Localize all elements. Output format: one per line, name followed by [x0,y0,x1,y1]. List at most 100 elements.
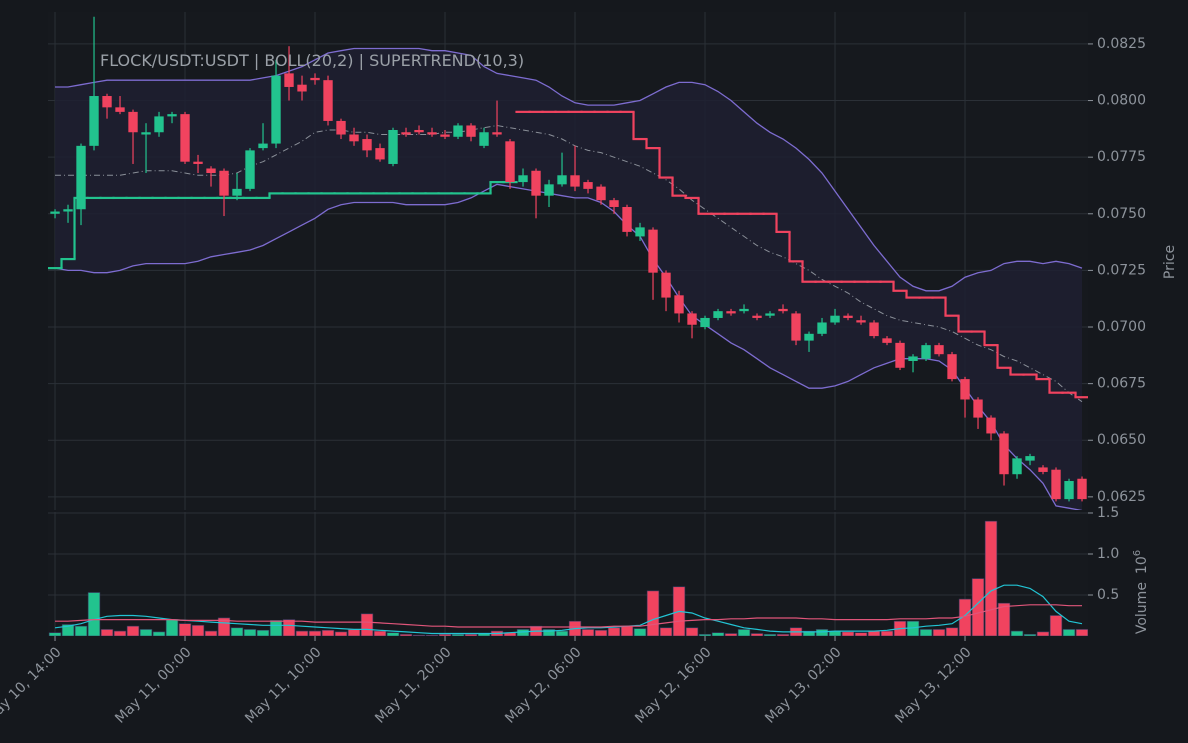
candle-body [479,132,489,146]
volume-bar [438,634,452,636]
y-tick-label: 0.0800 [1097,93,1146,109]
volume-bar [854,632,868,636]
candle-body [1064,481,1074,500]
volume-bar [724,633,738,636]
candle-body [778,308,788,312]
volume-bar [1010,630,1024,636]
volume-bar [373,630,387,636]
volume-bar [74,625,88,636]
volume-bar [633,628,647,636]
volume-tick-label: 1.5 [1097,505,1119,521]
volume-bar [880,630,894,636]
candle-body [934,345,944,355]
volume-bar [61,624,75,636]
price-plot [48,16,1088,510]
volume-bar [984,520,998,636]
volume-bar [217,617,231,636]
candle-body [726,311,736,314]
volume-bar [295,630,309,636]
volume-bar [191,625,205,636]
y-tick-label: 0.0825 [1097,36,1146,52]
candle-body [908,356,918,361]
candle-body [362,139,372,151]
candle-body [687,313,697,325]
bollinger-fill [55,48,1082,510]
candle-body [700,317,710,328]
candle-body [752,315,762,318]
volume-axis-label: Volume 106 [1132,550,1150,634]
volume-bar [230,627,244,636]
candle-body [128,111,138,133]
y-tick-label: 0.0650 [1097,432,1146,448]
volume-bar [282,619,296,636]
volume-bar [321,629,335,636]
volume-bar [945,627,959,636]
candle-body [648,229,658,273]
candle-body [1012,458,1022,475]
candle-body [297,84,307,92]
volume-bar [425,634,439,636]
chart-title: FLOCK/USDT:USDT | BOLL(20,2) | SUPERTREN… [100,51,524,70]
candle-body [466,125,476,137]
candle-body [232,188,242,196]
candle-body [557,175,567,185]
volume-bar [919,629,933,636]
volume-bar [646,590,660,636]
volume-tick-label: 0.5 [1097,587,1119,603]
candle-body [206,168,216,174]
volume-bar [126,625,140,636]
volume-bar [139,629,153,636]
volume-bar [308,630,322,636]
candle-body [427,132,437,135]
volume-bar [399,634,413,636]
candle-body [167,114,177,117]
volume-bar [152,631,166,636]
volume-bar [867,630,881,636]
volume-bar [542,629,556,636]
volume-bar [997,602,1011,636]
volume-bar [464,634,478,636]
y-tick-label: 0.0725 [1097,262,1146,278]
candle-body [570,175,580,187]
candle-body [323,80,333,121]
candle-body [453,125,463,137]
candle-body [154,116,164,133]
volume-bar [334,631,348,636]
candle-body [388,129,398,164]
volume-bar [776,634,790,636]
volume-plot [48,520,1088,636]
y-tick-label: 0.0675 [1097,376,1146,392]
volume-bar [620,625,634,636]
volume-bar [204,630,218,636]
candle-body [180,114,190,162]
volume-bar [971,578,985,636]
candle-body [1077,478,1087,500]
candle-body [271,75,281,144]
volume-bar [1049,615,1063,636]
volume-bar [360,613,374,636]
candle-body [141,132,151,135]
candle-body [843,315,853,318]
candle-body [102,96,112,108]
candle-body [258,143,268,149]
candle-body [960,379,970,400]
candle-body [635,227,645,237]
candle-body [492,132,502,135]
volume-bar [100,629,114,636]
y-tick-label: 0.0700 [1097,319,1146,335]
candle-body [674,295,684,314]
candle-body [310,77,320,81]
volume-bar [243,629,257,636]
volume-bar [685,627,699,636]
candle-body [440,134,450,137]
volume-scale-base: 10 [1134,556,1150,574]
candle-body [817,322,827,334]
candle-body [583,182,593,189]
candle-body [973,399,983,418]
candle-body [921,345,931,359]
candle-body [518,175,528,183]
volume-average [55,604,1082,628]
candle-body [1038,467,1048,472]
bollinger-upper [55,47,1083,292]
